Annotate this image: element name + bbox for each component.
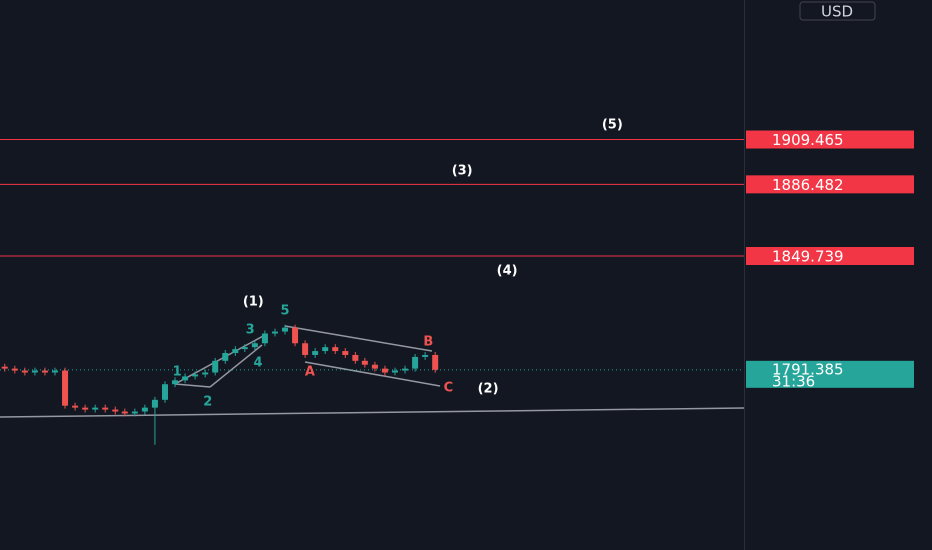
candle-body <box>342 351 349 355</box>
candle-body <box>212 360 219 373</box>
candle-body <box>332 347 339 352</box>
candle-body <box>102 407 109 410</box>
candle-body <box>352 354 359 361</box>
wave-label: (2) <box>478 382 499 397</box>
wave-label: 4 <box>254 355 263 370</box>
wave-label: (4) <box>497 263 518 278</box>
last-price-label: 1791.385 <box>772 360 844 378</box>
countdown-label: 31:36 <box>772 372 815 390</box>
candle-body <box>11 368 18 371</box>
price-label: 1886.482 <box>772 176 844 194</box>
candle-body <box>31 370 38 373</box>
candle-body <box>202 372 209 375</box>
candle-body <box>432 354 439 370</box>
wave-label: (5) <box>602 118 623 133</box>
wave-label: C <box>444 380 454 395</box>
plot-area: (5) (3) (4) (1) (2) 5 3 4 1 2 A B C <box>0 118 744 445</box>
candle-body <box>82 407 89 410</box>
price-label: 1909.465 <box>772 131 844 149</box>
wave-label: 3 <box>246 323 255 338</box>
wave-label: (3) <box>452 164 473 179</box>
wave-label: A <box>305 364 315 379</box>
candle-body <box>141 407 148 412</box>
candle-body <box>172 380 179 385</box>
candle-body <box>182 376 189 381</box>
trendline <box>174 383 211 388</box>
candle-body <box>322 347 329 352</box>
trendlines <box>0 325 745 418</box>
candle-body <box>302 343 309 355</box>
candle-body <box>402 368 409 371</box>
price-label: 1849.739 <box>772 248 844 266</box>
candle-body <box>422 354 429 357</box>
trendline <box>284 325 433 352</box>
trendline <box>174 334 266 385</box>
candle-body <box>1 366 8 369</box>
last-price-box <box>746 360 914 388</box>
wave-label: B <box>423 335 433 350</box>
candle-body <box>282 327 289 332</box>
candle-body <box>21 370 28 373</box>
wave-label: (1) <box>243 294 264 309</box>
candle-body <box>292 327 299 344</box>
candle-body <box>361 360 368 365</box>
candle-body <box>251 343 258 348</box>
candle-body <box>161 384 168 400</box>
trendline <box>0 407 745 418</box>
candle-body <box>112 409 119 412</box>
candle-body <box>192 374 199 377</box>
candle-body <box>131 411 138 414</box>
wave-label: 1 <box>173 364 182 379</box>
candle-body <box>151 399 158 408</box>
candle-body <box>241 347 248 350</box>
candle-body <box>271 331 278 334</box>
candle-body <box>392 370 399 373</box>
candle-body <box>312 351 319 355</box>
candle-body <box>261 333 268 344</box>
candle-body <box>412 356 419 369</box>
candle-body <box>41 370 48 373</box>
price-box <box>746 130 914 149</box>
trendline <box>304 361 441 387</box>
candle-body <box>222 353 229 361</box>
currency-label: USD <box>821 3 853 21</box>
wave-label: 5 <box>280 304 289 319</box>
wave-label: 2 <box>203 394 212 409</box>
trendline <box>209 344 263 388</box>
candle-body <box>381 368 388 373</box>
candle-body <box>72 405 79 408</box>
candle-body <box>51 370 58 373</box>
candle-body <box>62 370 69 406</box>
price-box <box>746 247 914 266</box>
candle-body <box>232 349 239 354</box>
candle-body <box>92 407 99 410</box>
candle-body <box>371 364 378 369</box>
price-box <box>746 175 914 194</box>
currency-badge <box>799 1 876 21</box>
candle-body <box>121 411 128 414</box>
